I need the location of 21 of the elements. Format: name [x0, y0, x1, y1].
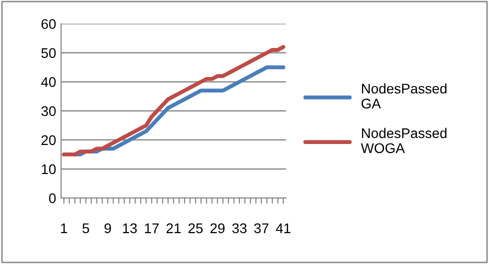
line-series: [62, 45, 286, 156]
x-tick-label: 5: [82, 224, 90, 234]
x-tick-label: 41: [276, 224, 290, 234]
x-tick-label: 1: [61, 224, 68, 234]
y-tick-label: 60: [42, 19, 56, 29]
x-tick-label: 29: [210, 223, 225, 234]
y-tick-label: 30: [41, 106, 56, 116]
y-tick-label: 0: [49, 193, 56, 204]
y-tick-label: 10: [42, 164, 56, 174]
x-tick-label: 17: [144, 224, 159, 234]
x-tick-label: 21: [166, 223, 181, 234]
legend-label: NodesPassed WOGA: [360, 128, 446, 154]
x-tick-label: 25: [188, 223, 203, 234]
x-tick-label: 9: [104, 223, 111, 234]
y-tick-label: 50: [41, 48, 56, 58]
y-tick-label: 20: [42, 135, 56, 146]
x-tick-label: 13: [123, 223, 137, 234]
x-tick-label: 33: [232, 223, 247, 234]
x-tick-label: 37: [254, 223, 268, 234]
legend-label: NodesPassed GA: [362, 83, 446, 109]
y-tick-label: 40: [41, 77, 56, 88]
